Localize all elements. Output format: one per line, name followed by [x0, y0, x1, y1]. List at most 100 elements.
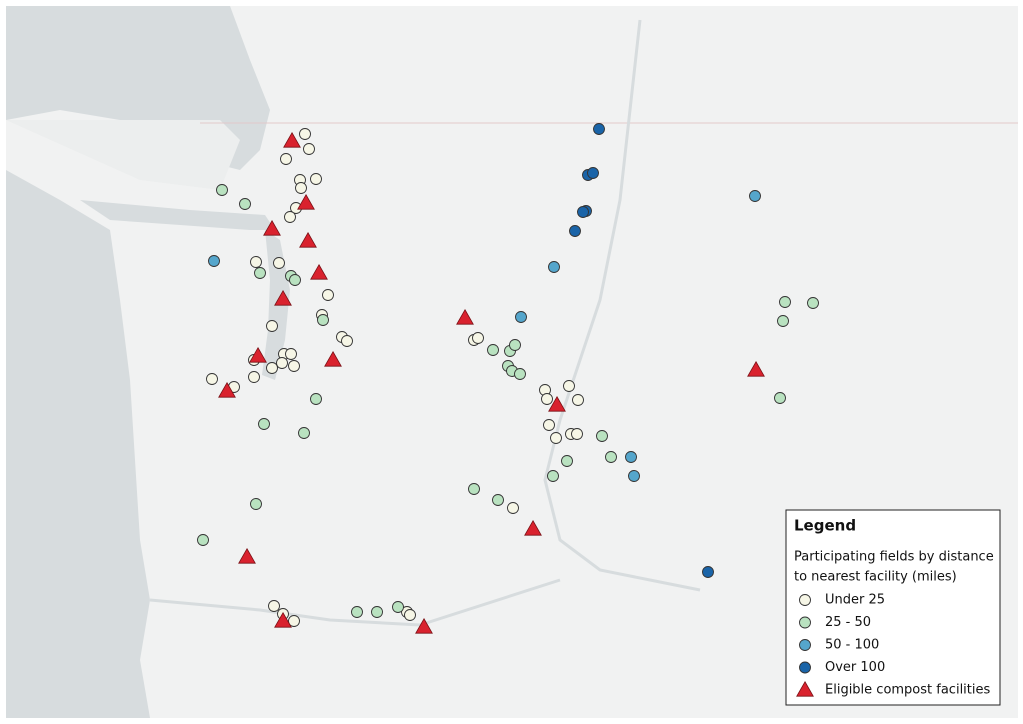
field-marker — [250, 498, 262, 510]
legend-subtitle: Participating fields by distance — [794, 550, 994, 565]
field-marker — [514, 368, 526, 380]
field-marker — [561, 455, 573, 467]
field-marker — [799, 639, 811, 651]
field-marker — [515, 311, 527, 323]
facility-marker — [297, 193, 315, 210]
field-marker — [779, 296, 791, 308]
field-marker — [487, 344, 499, 356]
field-marker — [280, 153, 292, 165]
field-marker — [288, 615, 300, 627]
field-marker — [605, 451, 617, 463]
facility-marker — [548, 395, 566, 412]
field-marker — [799, 616, 811, 629]
field-marker — [216, 184, 228, 196]
field-marker — [322, 289, 334, 301]
field-marker — [807, 297, 819, 309]
facility-marker — [263, 219, 281, 236]
field-marker — [572, 394, 584, 406]
markers — [197, 123, 819, 634]
field-marker — [550, 432, 562, 444]
facility-marker — [747, 360, 765, 377]
facility-marker — [796, 680, 814, 697]
field-marker — [310, 393, 322, 405]
field-marker — [571, 428, 583, 440]
field-marker — [303, 143, 315, 155]
field-marker — [298, 427, 310, 439]
field-marker — [258, 418, 270, 430]
facility-marker — [524, 519, 542, 536]
legend-subtitle: to nearest facility (miles) — [794, 570, 957, 585]
legend-label: Eligible compost facilities — [825, 683, 991, 698]
legend-box — [785, 509, 1001, 706]
field-marker — [404, 609, 416, 621]
field-marker — [295, 182, 307, 194]
field-marker — [208, 255, 220, 267]
facility-marker — [249, 346, 267, 363]
field-marker — [276, 357, 288, 369]
field-marker — [289, 274, 301, 286]
field-marker — [472, 332, 484, 344]
facility-marker — [274, 611, 292, 628]
field-marker — [317, 314, 329, 326]
field-marker — [468, 483, 480, 495]
field-marker — [625, 451, 637, 463]
legend-label: Over 100 — [825, 660, 885, 675]
field-marker — [577, 206, 589, 218]
field-marker — [288, 360, 300, 372]
field-marker — [507, 502, 519, 514]
legend-title: Legend — [794, 517, 856, 535]
facility-marker — [238, 547, 256, 564]
field-marker — [543, 419, 555, 431]
legend-label: 25 - 50 — [825, 615, 871, 630]
facility-marker — [218, 381, 236, 398]
ocean — [6, 170, 150, 718]
field-marker — [541, 393, 553, 405]
facility-marker — [274, 289, 292, 306]
field-marker — [248, 371, 260, 383]
field-marker — [799, 594, 811, 606]
field-marker — [206, 373, 218, 385]
legend: Legend Participating fields by distance … — [785, 509, 1001, 706]
columbia-river-lower — [149, 578, 561, 627]
field-marker — [547, 470, 559, 482]
field-marker — [351, 606, 363, 618]
field-marker — [273, 257, 285, 269]
facility-marker — [299, 231, 317, 248]
columbia-river — [543, 19, 701, 592]
field-marker — [593, 123, 605, 135]
legend-label: Under 25 — [825, 593, 885, 608]
vancouver-island — [6, 120, 240, 190]
field-marker — [702, 566, 714, 578]
field-marker — [239, 198, 251, 210]
field-marker — [284, 211, 296, 223]
field-marker — [197, 534, 209, 546]
field-marker — [749, 190, 761, 202]
field-marker — [628, 470, 640, 482]
field-marker — [310, 173, 322, 185]
field-marker — [268, 600, 280, 612]
field-marker — [250, 256, 262, 268]
field-marker — [341, 335, 353, 347]
field-marker — [266, 362, 278, 374]
facility-marker — [324, 350, 342, 367]
field-marker — [299, 128, 311, 140]
field-marker — [266, 320, 278, 332]
field-marker — [548, 261, 560, 273]
facility-marker — [283, 131, 301, 148]
field-marker — [596, 430, 608, 442]
field-marker — [587, 167, 599, 179]
field-marker — [492, 494, 504, 506]
field-marker — [392, 601, 404, 613]
legend-label: 50 - 100 — [825, 638, 879, 653]
field-marker — [509, 339, 521, 351]
field-marker — [563, 380, 575, 392]
facility-marker — [310, 263, 328, 280]
field-marker — [371, 606, 383, 618]
field-marker — [774, 392, 786, 404]
facility-marker — [456, 308, 474, 325]
legend-items: Under 25 25 - 50 50 - 100 Over 100 Eligible … — [796, 593, 991, 698]
field-marker — [285, 348, 297, 360]
field-marker — [254, 267, 266, 279]
field-marker — [799, 661, 811, 674]
